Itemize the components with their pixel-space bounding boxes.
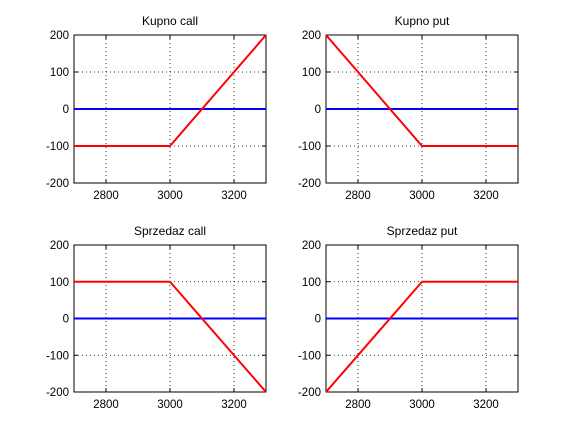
payoff-line-series: [74, 280, 267, 393]
y-tick-label: 0: [63, 314, 69, 326]
x-tick-label: 3000: [409, 399, 435, 411]
x-tick-label: 3200: [473, 399, 499, 411]
x-tick-label: 3200: [473, 190, 499, 202]
y-tick-label: -100: [46, 350, 69, 362]
y-tick-label: -100: [46, 141, 69, 153]
y-tick-label: 200: [50, 30, 69, 42]
y-tick-label: -200: [298, 178, 321, 190]
chart-title: Kupno put: [395, 14, 450, 28]
x-tick-label: 3000: [157, 399, 183, 411]
x-tick-label: 3200: [221, 399, 247, 411]
chart-panel-1: 2800 3000 3200 200 100 0 -100 -200 Kupno call: [46, 14, 267, 202]
x-tick-label: 3200: [221, 190, 247, 202]
y-tick-label: -200: [46, 387, 69, 399]
x-tick-label: 3000: [409, 190, 435, 202]
chart-panel-3: 2800 3000 3200 200 100 0 -100 -200 Sprzedaz call: [46, 224, 267, 411]
y-tick-label: 100: [50, 277, 69, 289]
payoff-line-series: [325, 34, 518, 147]
y-tick-label: -100: [298, 350, 321, 362]
y-tick-label: 100: [302, 277, 321, 289]
y-tick-label: 200: [50, 240, 69, 252]
y-tick-label: 200: [302, 240, 321, 252]
y-tick-label: 0: [63, 104, 69, 116]
y-tick-label: 0: [315, 314, 321, 326]
y-tick-label: -200: [46, 178, 69, 190]
x-tick-label: 2800: [93, 399, 119, 411]
chart-panel-2: 2800 3000 3200 200 100 0 -100 -200 Kupno put: [298, 14, 519, 202]
payoff-line-series: [74, 34, 267, 147]
y-tick-label: 100: [50, 67, 69, 79]
y-tick-label: 100: [302, 67, 321, 79]
x-tick-label: 2800: [93, 190, 119, 202]
chart-panel-4: 2800 3000 3200 200 100 0 -100 -200 Sprzedaz put: [298, 224, 519, 411]
y-tick-label: -100: [298, 141, 321, 153]
x-tick-label: 3000: [157, 190, 183, 202]
chart-title: Sprzedaz put: [387, 224, 458, 238]
chart-title: Sprzedaz call: [134, 224, 206, 238]
x-tick-label: 2800: [345, 190, 371, 202]
y-tick-label: -200: [298, 387, 321, 399]
x-tick-label: 2800: [345, 399, 371, 411]
chart-title: Kupno call: [142, 14, 198, 28]
y-tick-label: 0: [315, 104, 321, 116]
y-tick-label: 200: [302, 30, 321, 42]
payoff-line-series: [325, 280, 518, 393]
